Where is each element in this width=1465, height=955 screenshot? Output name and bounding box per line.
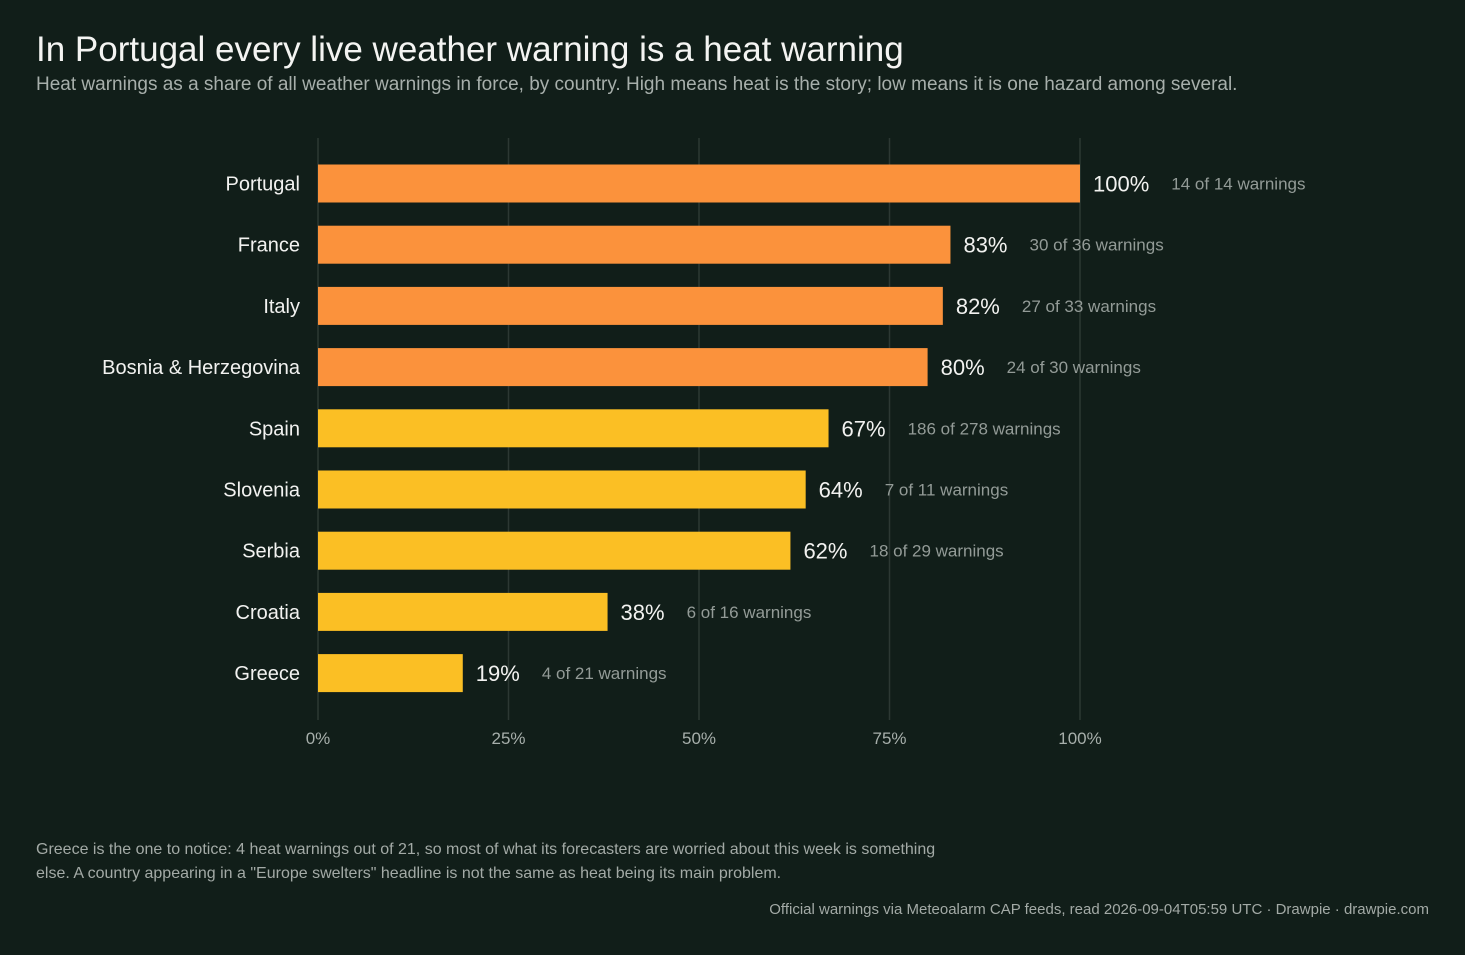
x-tick-label: 0% [306, 729, 331, 748]
category-label: Spain [249, 418, 300, 440]
value-label: 80% [941, 355, 985, 380]
value-label: 19% [476, 661, 520, 686]
value-label: 67% [842, 416, 886, 441]
count-label: 186 of 278 warnings [908, 419, 1061, 438]
value-label: 100% [1093, 172, 1149, 197]
bar [318, 164, 1080, 203]
count-label: 24 of 30 warnings [1007, 358, 1141, 377]
category-label: Bosnia & Herzegovina [102, 357, 301, 379]
value-label: 64% [819, 478, 863, 503]
bar [318, 286, 943, 325]
bar [318, 348, 928, 387]
bar-chart: 0% 25% 50% 75% 100% Portugal 100% 14 of 14 warn… [102, 138, 1305, 748]
source-credit: Official warnings via Meteoalarm CAP fee… [769, 901, 1429, 918]
chart-subtitle: Heat warnings as a share of all weather … [36, 74, 1238, 95]
value-label: 83% [963, 233, 1007, 258]
value-label: 82% [956, 294, 1000, 319]
bar [318, 592, 608, 631]
x-tick-label: 75% [872, 729, 906, 748]
bar [318, 531, 791, 570]
footnote: Greece is the one to notice: 4 heat warn… [36, 841, 936, 882]
count-label: 18 of 29 warnings [869, 542, 1003, 561]
x-tick-label: 100% [1058, 729, 1101, 748]
chart-title: In Portugal every live weather warning i… [36, 30, 904, 69]
count-label: 6 of 16 warnings [687, 603, 812, 622]
count-label: 30 of 36 warnings [1030, 236, 1164, 255]
category-label: Slovenia [223, 480, 301, 502]
x-tick-label: 25% [491, 729, 525, 748]
value-label: 38% [621, 600, 665, 625]
bar [318, 654, 463, 693]
bar [318, 225, 951, 264]
bar [318, 470, 806, 509]
count-label: 7 of 11 warnings [885, 481, 1008, 500]
count-label: 27 of 33 warnings [1022, 297, 1156, 316]
count-label: 4 of 21 warnings [542, 664, 667, 683]
bar [318, 409, 829, 448]
value-label: 62% [803, 539, 847, 564]
category-label: Portugal [226, 174, 301, 196]
category-label: Italy [263, 296, 300, 318]
category-label: Serbia [242, 541, 301, 563]
category-label: France [238, 235, 300, 257]
count-label: 14 of 14 warnings [1171, 175, 1305, 194]
x-tick-label: 50% [682, 729, 716, 748]
category-label: Greece [234, 663, 300, 685]
category-label: Croatia [236, 602, 301, 624]
